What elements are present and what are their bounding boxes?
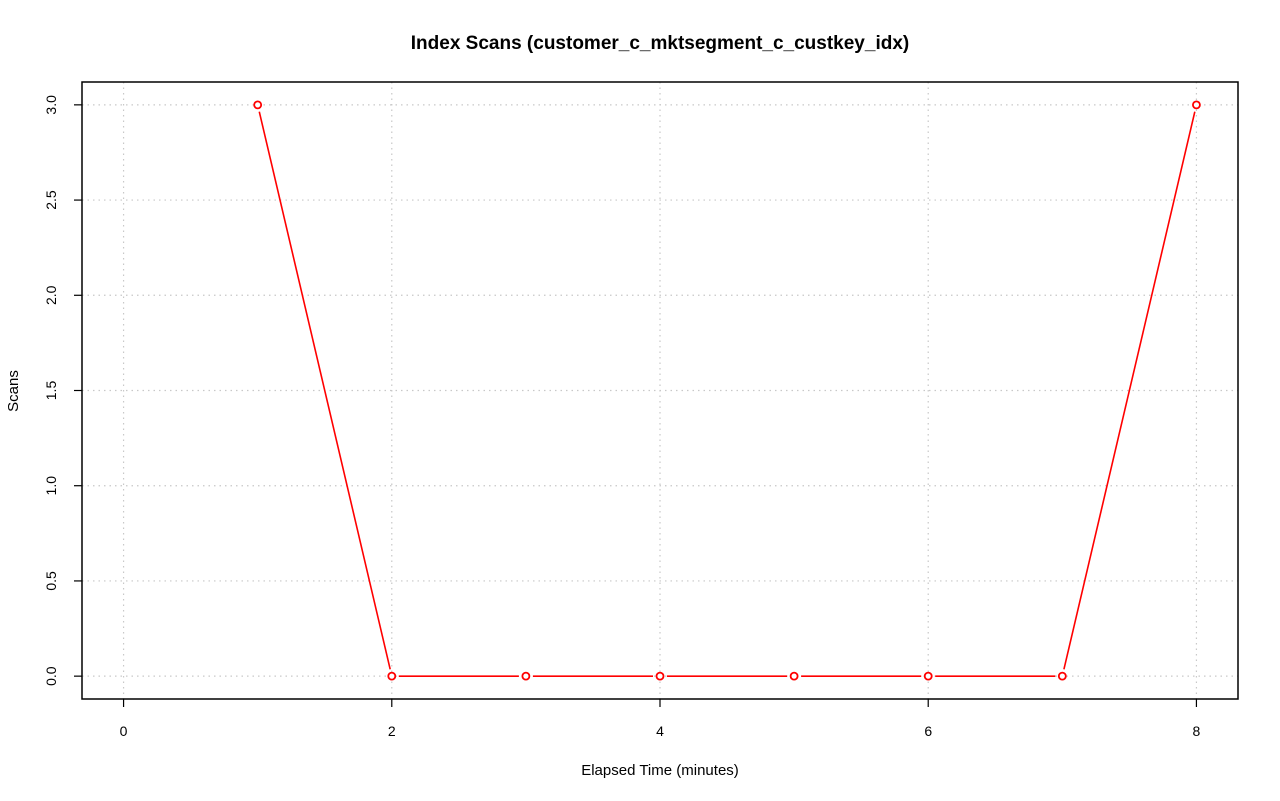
y-tick-label: 1.0 (43, 476, 59, 496)
x-tick-label: 2 (388, 723, 396, 739)
y-tick-label: 2.5 (43, 190, 59, 210)
x-axis: 0 2 4 6 8 (120, 699, 1201, 739)
data-point-marker (253, 100, 263, 110)
data-series (253, 100, 1201, 681)
y-tick-label: 0.5 (43, 571, 59, 591)
data-point-marker (1192, 100, 1201, 110)
y-tick-label: 1.5 (43, 381, 59, 401)
data-point-marker (789, 671, 799, 681)
data-point-marker (387, 671, 397, 681)
x-tick-label: 4 (656, 723, 664, 739)
y-tick-label: 0.0 (43, 666, 59, 686)
data-point-marker (655, 671, 665, 681)
x-tick-label: 8 (1193, 723, 1201, 739)
x-tick-label: 0 (120, 723, 128, 739)
chart-title: Index Scans (customer_c_mktsegment_c_cus… (411, 33, 909, 54)
y-tick-label: 3.0 (43, 95, 59, 115)
y-axis-label: Scans (5, 370, 22, 412)
x-tick-label: 6 (924, 723, 932, 739)
x-axis-label: Elapsed Time (minutes) (581, 762, 739, 779)
series-line-segment (1063, 111, 1196, 670)
series-line-segment (258, 111, 391, 670)
y-axis: 0.0 0.5 1.0 1.5 2.0 2.5 3.0 (43, 95, 82, 686)
data-point-marker (521, 671, 531, 681)
data-point-marker (923, 671, 933, 681)
data-point-marker (1057, 671, 1067, 681)
y-tick-label: 2.0 (43, 285, 59, 305)
